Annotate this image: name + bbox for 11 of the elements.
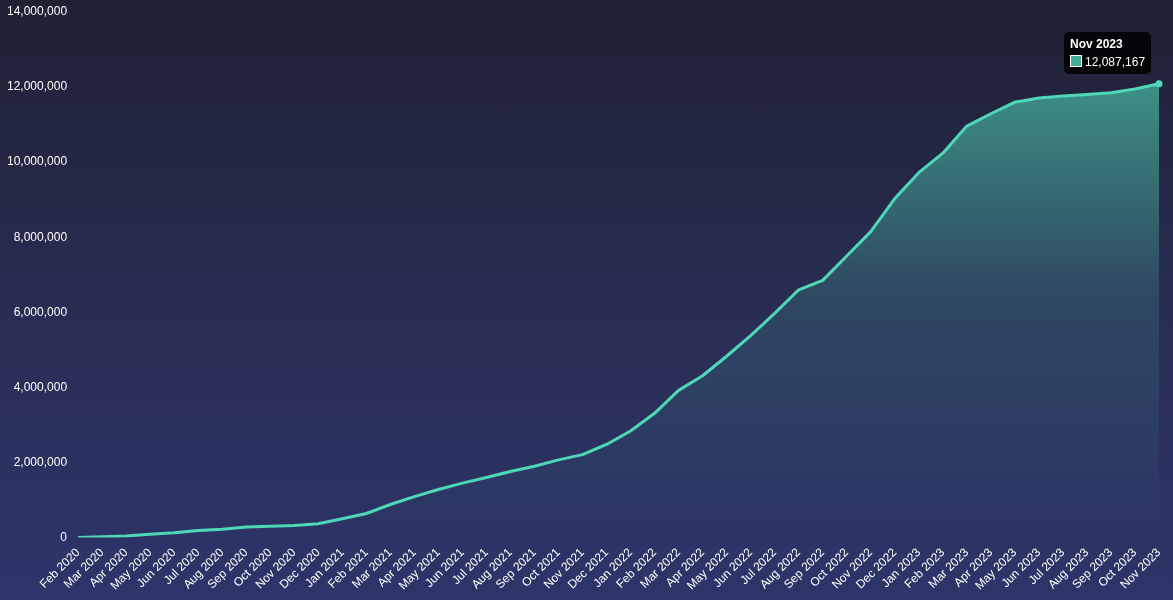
annotation: Nov 2023 [1070, 36, 1124, 51]
y-tick-label: 10,000,000 [7, 154, 68, 169]
annotation: 12,087,167 [1085, 54, 1146, 69]
y-tick-label: 12,000,000 [7, 79, 68, 94]
y-tick-label: 14,000,000 [7, 4, 68, 19]
y-tick-label: 4,000,000 [13, 379, 68, 394]
y-tick-label: 2,000,000 [13, 454, 68, 469]
y-tick-label: 8,000,000 [13, 229, 68, 244]
tooltip: Nov 2023 12,087,167 [1064, 31, 1152, 74]
y-tick-label: 6,000,000 [13, 304, 68, 319]
y-tick-label: 0 [60, 529, 68, 544]
